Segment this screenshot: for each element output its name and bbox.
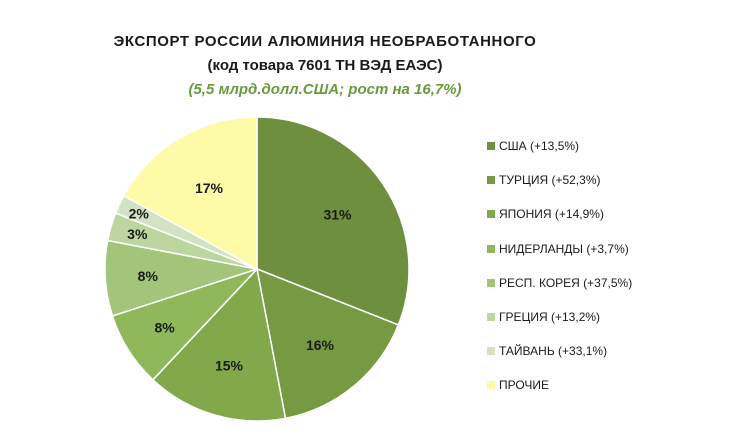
- pie-slices: [104, 116, 410, 422]
- pie-slice-1: [256, 267, 400, 420]
- chart-note: (5,5 млрд.долл.США; рост на 16,7%): [188, 81, 462, 98]
- legend-item-0: США (+13,5%): [487, 129, 632, 163]
- chart-title-block: ЭКСПОРТ РОССИИ АЛЮМИНИЯ НЕОБРАБОТАННОГО …: [0, 30, 650, 102]
- legend-swatch-6: [487, 347, 495, 356]
- legend-item-4: РЕСП. КОРЕЯ (+37,5%): [487, 266, 632, 300]
- legend-label-7: ПРОЧИЕ: [499, 378, 550, 393]
- pie-slice-label-0: 31%: [323, 206, 352, 222]
- legend-label-4: РЕСП. КОРЕЯ (+37,5%): [499, 275, 633, 290]
- pie-slice-label-2: 15%: [215, 357, 244, 373]
- legend-swatch-0: [487, 142, 495, 151]
- pie-slice-label-5: 3%: [127, 226, 148, 242]
- legend-item-6: ТАЙВАНЬ (+33,1%): [487, 334, 632, 368]
- legend-item-3: НИДЕРЛАНДЫ (+3,7%): [487, 232, 632, 266]
- legend-swatch-2: [487, 210, 495, 219]
- chart-title: ЭКСПОРТ РОССИИ АЛЮМИНИЯ НЕОБРАБОТАННОГО: [113, 33, 537, 50]
- pie-slice-labels: 31% 16% 15% 8% 8% 3% 2% 17%: [127, 180, 352, 373]
- legend-item-5: ГРЕЦИЯ (+13,2%): [487, 300, 632, 334]
- legend-item-2: ЯПОНИЯ (+14,9%): [487, 197, 632, 231]
- legend-label-2: ЯПОНИЯ (+14,9%): [499, 207, 604, 222]
- pie-slice-7: [122, 116, 258, 271]
- legend-label-3: НИДЕРЛАНДЫ (+3,7%): [499, 241, 629, 256]
- pie-slice-label-4: 8%: [138, 268, 159, 284]
- legend-swatch-7: [487, 381, 495, 390]
- legend-swatch-1: [487, 176, 495, 185]
- legend-item-7: ПРОЧИЕ: [487, 368, 632, 402]
- legend-swatch-3: [487, 244, 495, 253]
- pie-slice-label-7: 17%: [195, 180, 224, 196]
- pie-slice-label-6: 2%: [129, 205, 150, 221]
- pie-slice-0: [256, 116, 410, 326]
- legend-label-0: США (+13,5%): [499, 139, 580, 154]
- legend-label-1: ТУРЦИЯ (+52,3%): [499, 173, 601, 188]
- legend-label-6: ТАЙВАНЬ (+33,1%): [499, 344, 608, 359]
- pie-slice-label-3: 8%: [154, 320, 175, 336]
- legend-label-5: ГРЕЦИЯ (+13,2%): [499, 310, 601, 325]
- legend-swatch-5: [487, 313, 495, 322]
- pie-slice-2: [151, 267, 287, 422]
- legend-item-1: ТУРЦИЯ (+52,3%): [487, 163, 632, 197]
- pie-slice-label-1: 16%: [306, 337, 335, 353]
- chart-subtitle: (код товара 7601 ТН ВЭД ЕАЭС): [207, 57, 443, 74]
- chart-legend: США (+13,5%) ТУРЦИЯ (+52,3%) ЯПОНИЯ (+14,9…: [487, 129, 632, 403]
- legend-swatch-4: [487, 278, 495, 287]
